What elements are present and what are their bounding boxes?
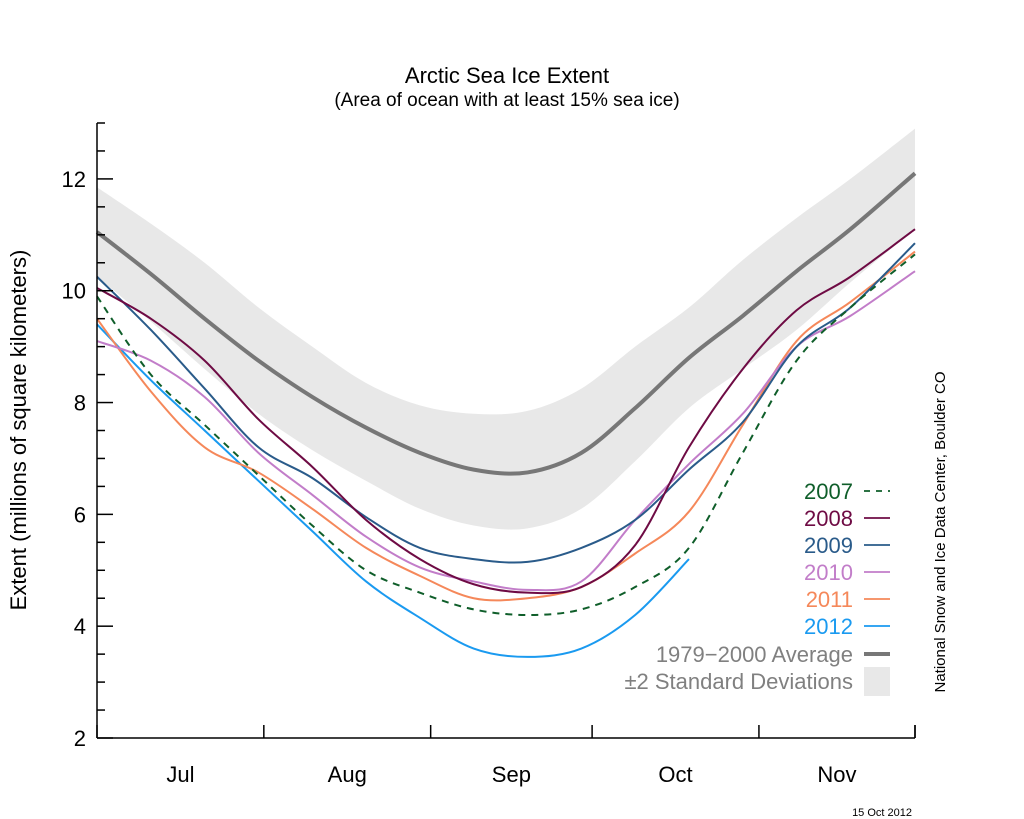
series-line-2008 [96, 228, 916, 595]
series-line-2010 [96, 270, 916, 592]
std-deviation-band [97, 128, 915, 530]
y-tick-label: 12 [62, 167, 86, 192]
average-line [95, 171, 917, 476]
credit-label: National Snow and Ice Data Center, Bould… [932, 371, 949, 692]
chart-title: Arctic Sea Ice Extent [405, 63, 609, 88]
legend-swatch-std-band [864, 667, 890, 696]
x-tick-label: Oct [658, 762, 692, 787]
average-layer [95, 171, 917, 476]
y-axis-label: Extent (millions of square kilometers) [6, 250, 31, 611]
x-ticks: Jul Aug Sep Oct Nov [96, 725, 916, 787]
y-tick-label: 10 [62, 279, 86, 304]
x-tick-label: Nov [817, 762, 856, 787]
x-tick-label: Jul [166, 762, 194, 787]
std-band-layer [97, 128, 915, 530]
axes: 2 4 6 8 10 12 Jul Aug Sep Oct Nov [62, 122, 916, 787]
legend-label-2008: 2008 [804, 506, 853, 531]
y-tick-label: 6 [74, 502, 86, 527]
y-tick-label: 4 [74, 614, 86, 639]
y-ticks: 2 4 6 8 10 12 [62, 122, 113, 751]
y-tick-label: 8 [74, 391, 86, 416]
legend-label-2009: 2009 [804, 533, 853, 558]
series-line-2007 [96, 253, 916, 617]
chart-subtitle: (Area of ocean with at least 15% sea ice… [334, 90, 679, 111]
legend-label-average: 1979−2000 Average [656, 642, 853, 667]
legend-label-2010: 2010 [804, 560, 853, 585]
series-line-2012 [96, 323, 690, 658]
series-layer [96, 228, 916, 658]
series-line-2011 [96, 250, 916, 602]
y-tick-label: 2 [74, 726, 86, 751]
legend-label-std-band: ±2 Standard Deviations [624, 669, 853, 694]
date-stamp: 15 Oct 2012 [852, 807, 912, 819]
x-tick-label: Sep [492, 762, 531, 787]
legend-label-2011: 2011 [806, 587, 853, 612]
x-tick-label: Aug [328, 762, 367, 787]
legend-label-2007: 2007 [804, 479, 853, 504]
legend-label-2012: 2012 [804, 614, 853, 639]
series-line-2009 [96, 242, 916, 564]
